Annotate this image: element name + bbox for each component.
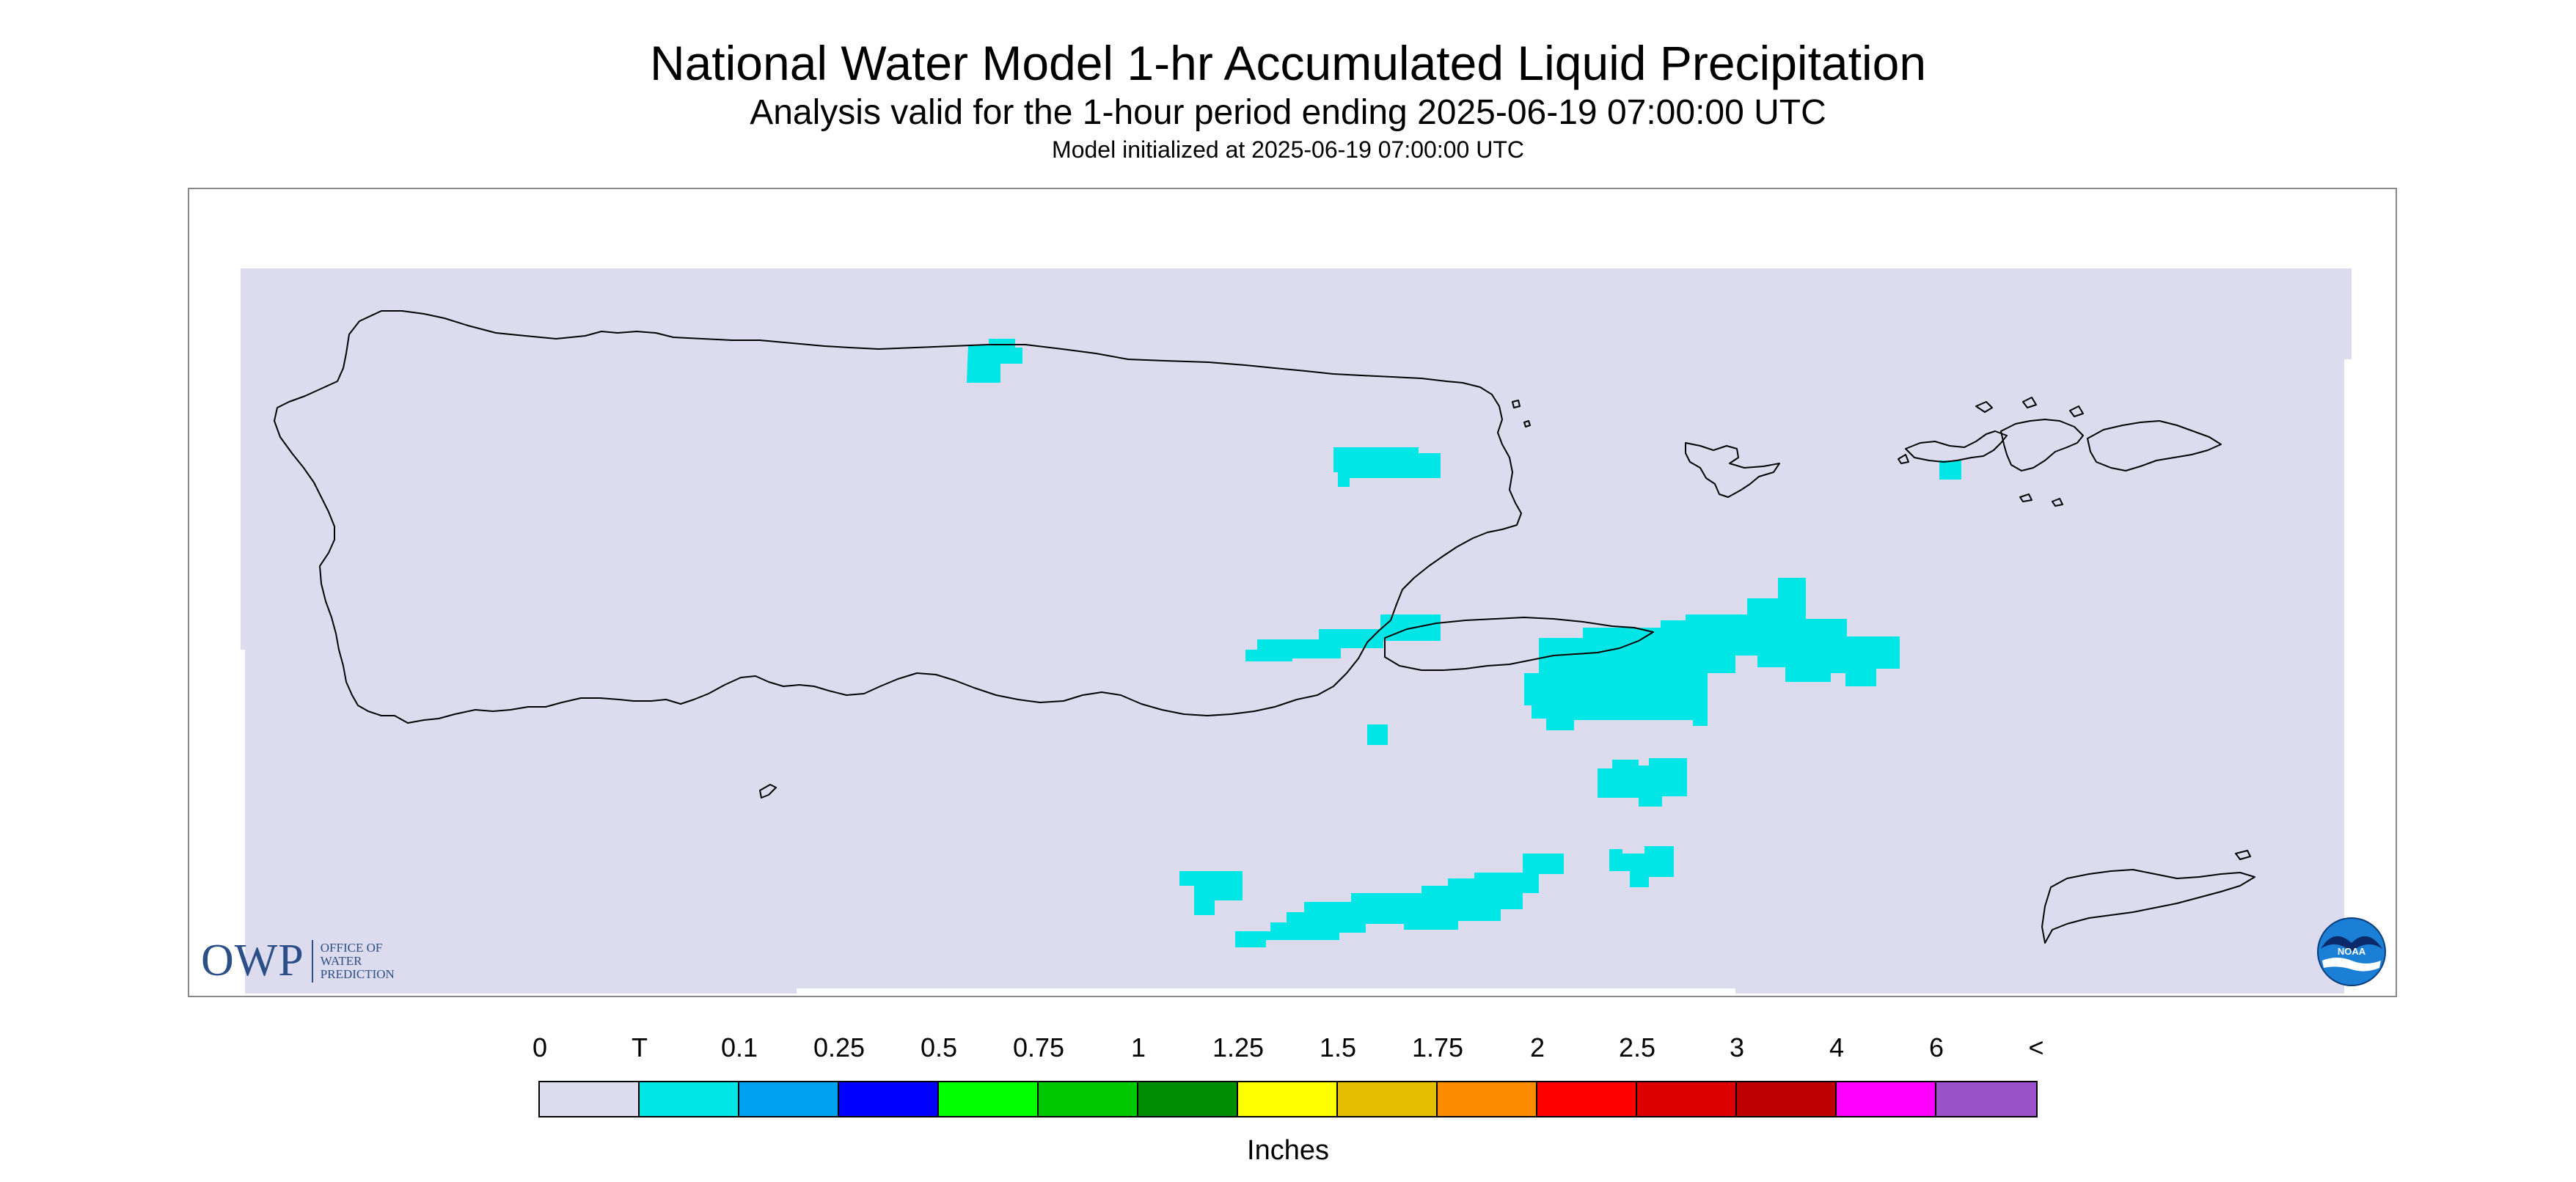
noaa-logo: NOAA bbox=[2317, 917, 2386, 986]
legend-tick-label: 1.25 bbox=[1212, 1032, 1265, 1062]
legend-tick-label: 0 bbox=[532, 1032, 548, 1062]
legend-colorbar bbox=[538, 1081, 2038, 1117]
st-john-coastline bbox=[2000, 419, 2084, 471]
legend-tick-label: < bbox=[2028, 1032, 2044, 1062]
legend-tick-label: 2 bbox=[1529, 1032, 1545, 1062]
map-frame: OWP OFFICE OF WATER PREDICTION NOAA bbox=[188, 188, 2397, 997]
legend-color-swatch bbox=[1039, 1082, 1138, 1116]
legend-tick-label: 3 bbox=[1729, 1032, 1745, 1062]
map-title: National Water Model 1-hr Accumulated Li… bbox=[649, 36, 1927, 90]
legend-color-swatch bbox=[839, 1082, 939, 1116]
small-island-south bbox=[759, 784, 777, 799]
st-croix-islet bbox=[2235, 850, 2251, 860]
trace-area-north-coast bbox=[967, 339, 1022, 383]
legend-units-label: Inches bbox=[1247, 1135, 1329, 1166]
legend-tick-label: 0.5 bbox=[920, 1032, 958, 1062]
northeast-islet-1 bbox=[1512, 400, 1521, 408]
noaa-logo-gull bbox=[2321, 936, 2382, 952]
legend-color-swatch bbox=[1138, 1082, 1238, 1116]
model-init-line: Model initialized at 2025-06-19 07:00:00… bbox=[1052, 136, 1524, 163]
bvi-islet-3 bbox=[2069, 405, 2084, 417]
legend-tick-label: 0.75 bbox=[1012, 1032, 1065, 1062]
trace-area-northeast bbox=[1333, 447, 1441, 487]
legend-color-swatch bbox=[939, 1082, 1039, 1116]
trace-area-south-small bbox=[1609, 846, 1674, 887]
legend-tick-label: T bbox=[632, 1032, 648, 1062]
trace-area-south-main bbox=[1179, 854, 1564, 947]
tortola-coastline bbox=[2087, 420, 2222, 471]
owp-logo-line-3: PREDICTION bbox=[320, 966, 395, 981]
trace-area-vieques bbox=[1524, 578, 1900, 730]
trace-area-east-coast bbox=[1245, 614, 1441, 661]
bvi-islet-2 bbox=[2022, 397, 2037, 408]
legend-color-swatch bbox=[1936, 1082, 2036, 1116]
legend-tick-label: 6 bbox=[1928, 1032, 1944, 1062]
trace-area-st-thomas bbox=[1939, 460, 1961, 480]
noaa-logo-wave bbox=[2322, 958, 2381, 972]
trace-area-small-east bbox=[1367, 724, 1388, 745]
legend-labels: 0 T 0.1 0.25 0.5 0.75 1 1.25 1.5 1.75 2 2.5 3 4 6 < bbox=[0, 1032, 2576, 1069]
legend-tick-label: 0.25 bbox=[813, 1032, 866, 1062]
legend-tick-label: 1.75 bbox=[1411, 1032, 1464, 1062]
legend-color-swatch bbox=[1438, 1082, 1537, 1116]
model-domain bbox=[241, 268, 2352, 994]
northeast-islet-2 bbox=[1523, 420, 1531, 427]
trace-precipitation-areas bbox=[967, 339, 1961, 947]
bvi-islet-5 bbox=[2019, 493, 2032, 502]
puerto-rico-coastline bbox=[274, 310, 1522, 724]
bvi-islet-6 bbox=[2052, 498, 2063, 507]
legend-tick-label: 2.5 bbox=[1618, 1032, 1656, 1062]
legend-tick-label: 0.1 bbox=[720, 1032, 758, 1062]
trace-area-culebra-mid bbox=[1598, 758, 1687, 807]
precipitation-map bbox=[241, 268, 2352, 994]
legend-color-swatch bbox=[739, 1082, 839, 1116]
legend-color-swatch bbox=[640, 1082, 739, 1116]
legend-color-swatch bbox=[1238, 1082, 1338, 1116]
owp-logo-line-2: WATER bbox=[320, 953, 362, 968]
owp-logo-words: OFFICE OF WATER PREDICTION bbox=[321, 941, 395, 981]
legend-tick-label: 1.5 bbox=[1319, 1032, 1357, 1062]
noaa-logo-text: NOAA bbox=[2338, 946, 2366, 957]
legend-tick-label: 1 bbox=[1130, 1032, 1146, 1062]
owp-logo-line-1: OFFICE OF bbox=[320, 940, 383, 955]
bvi-islet-4 bbox=[1898, 454, 1909, 464]
vieques-coastline bbox=[1384, 617, 1654, 671]
legend-color-swatch bbox=[1338, 1082, 1438, 1116]
owp-logo-letters: OWP bbox=[201, 936, 304, 985]
owp-logo-divider bbox=[311, 939, 313, 983]
legend-color-swatch bbox=[1637, 1082, 1737, 1116]
culebra-coastline bbox=[1685, 442, 1780, 498]
map-subtitle: Analysis valid for the 1-hour period end… bbox=[750, 93, 1826, 132]
legend-color-swatch bbox=[1537, 1082, 1637, 1116]
coastlines bbox=[274, 310, 2255, 944]
owp-logo: OWP OFFICE OF WATER PREDICTION bbox=[201, 935, 395, 987]
bvi-islet-1 bbox=[1975, 401, 1993, 413]
st-thomas-coastline bbox=[1905, 430, 2008, 463]
st-croix-coastline bbox=[2041, 869, 2255, 944]
legend-color-swatch bbox=[1737, 1082, 1837, 1116]
legend-color-swatch bbox=[540, 1082, 640, 1116]
legend-tick-label: 4 bbox=[1829, 1032, 1845, 1062]
legend-color-swatch bbox=[1837, 1082, 1936, 1116]
